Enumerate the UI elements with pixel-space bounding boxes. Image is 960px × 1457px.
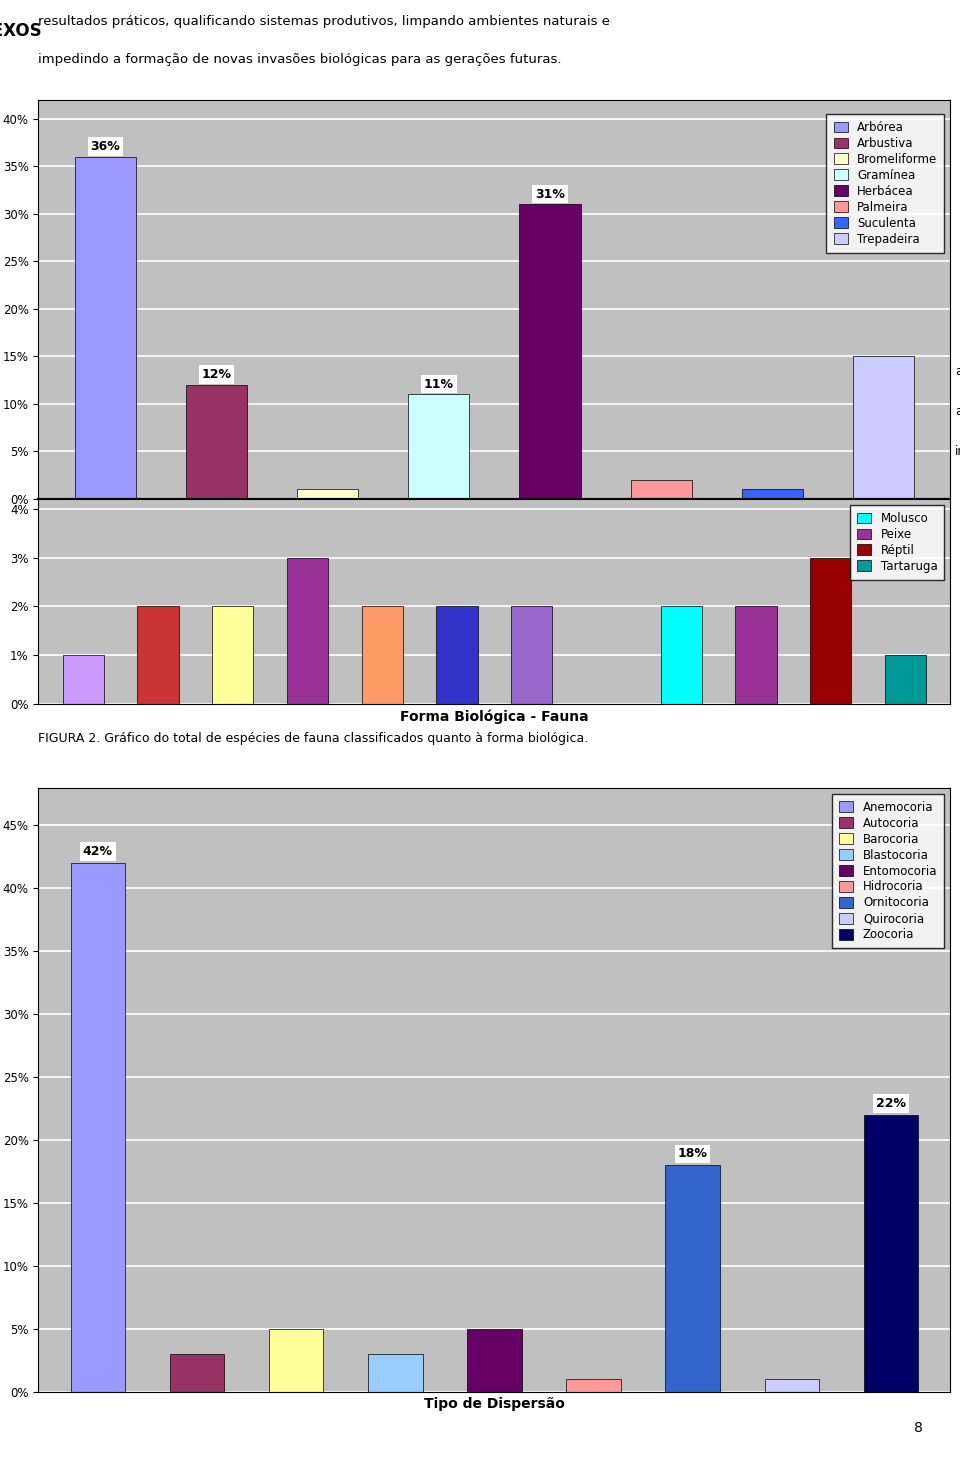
Bar bbox=[137, 606, 179, 704]
Bar bbox=[566, 1380, 621, 1391]
Bar bbox=[269, 1329, 324, 1391]
Text: 22%: 22% bbox=[876, 1097, 906, 1110]
Text: Forma Biológica - Flora: Forma Biológica - Flora bbox=[267, 514, 448, 529]
Bar bbox=[735, 606, 777, 704]
Bar bbox=[864, 1115, 918, 1391]
Bar bbox=[519, 204, 581, 498]
Bar bbox=[170, 1354, 225, 1391]
Text: 18%: 18% bbox=[678, 1147, 708, 1160]
Bar bbox=[75, 157, 135, 498]
Bar bbox=[885, 656, 926, 704]
Bar bbox=[71, 863, 125, 1391]
Text: resultados práticos, qualificando sistemas produtivos, limpando ambientes natura: resultados práticos, qualificando sistem… bbox=[38, 15, 611, 28]
Bar bbox=[186, 385, 247, 498]
Text: amífero: amífero bbox=[955, 405, 960, 418]
Text: inhoca: inhoca bbox=[955, 444, 960, 457]
Bar bbox=[631, 479, 692, 498]
Bar bbox=[853, 357, 914, 498]
Bar bbox=[810, 558, 852, 704]
Bar bbox=[437, 606, 477, 704]
Bar bbox=[287, 558, 328, 704]
Bar bbox=[665, 1166, 720, 1391]
Text: 12%: 12% bbox=[202, 369, 231, 382]
Text: 42%: 42% bbox=[83, 845, 113, 858]
Bar bbox=[468, 1329, 521, 1391]
Legend: Anemocoria, Autocoria, Barocoria, Blastocoria, Entomocoria, Hidrocoria, Ornitoco: Anemocoria, Autocoria, Barocoria, Blasto… bbox=[832, 794, 945, 949]
Bar bbox=[297, 490, 358, 498]
Bar bbox=[660, 606, 702, 704]
Bar bbox=[408, 395, 469, 498]
X-axis label: Forma Biológica - Fauna: Forma Biológica - Fauna bbox=[400, 710, 588, 724]
Text: impedindo a formação de novas invasões biológicas para as gerações futuras.: impedindo a formação de novas invasões b… bbox=[38, 52, 562, 66]
Text: 11%: 11% bbox=[423, 377, 454, 390]
Text: FIGURA 2. Gráfico do total de espécies de fauna classificados quanto à forma bio: FIGURA 2. Gráfico do total de espécies d… bbox=[38, 731, 588, 745]
Text: 8: 8 bbox=[914, 1421, 923, 1435]
Bar bbox=[764, 1380, 819, 1391]
Bar bbox=[362, 606, 403, 704]
Legend: Arbórea, Arbustiva, Bromeliforme, Gramínea, Herbácea, Palmeira, Suculenta, Trepa: Arbórea, Arbustiva, Bromeliforme, Gramín… bbox=[827, 114, 945, 252]
Legend: Molusco, Peixe, Réptil, Tartaruga: Molusco, Peixe, Réptil, Tartaruga bbox=[850, 504, 945, 580]
Bar bbox=[212, 606, 253, 704]
Text: agarto: agarto bbox=[955, 364, 960, 377]
Text: 36%: 36% bbox=[90, 140, 120, 153]
Bar bbox=[62, 656, 104, 704]
Bar bbox=[512, 606, 552, 704]
Bar bbox=[368, 1354, 422, 1391]
X-axis label: Tipo de Dispersão: Tipo de Dispersão bbox=[424, 1397, 564, 1412]
Bar bbox=[742, 490, 803, 498]
Text: ANEXOS: ANEXOS bbox=[0, 22, 42, 41]
Text: 31%: 31% bbox=[535, 188, 564, 201]
